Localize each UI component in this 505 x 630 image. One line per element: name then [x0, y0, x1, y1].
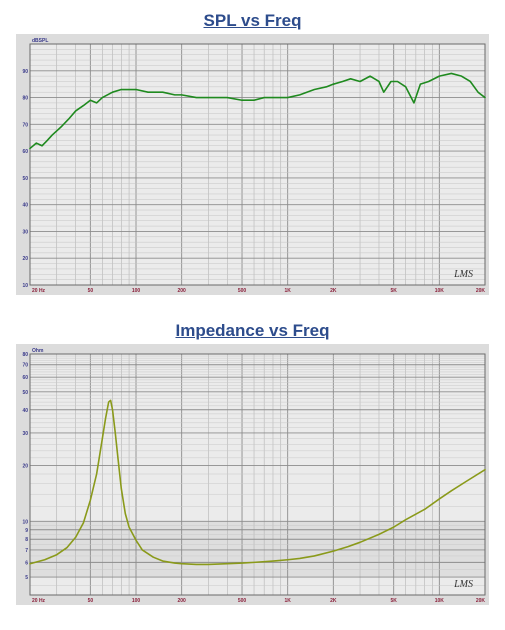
lms-watermark: LMS — [453, 269, 473, 280]
x-tick-label: 200 — [177, 598, 186, 604]
x-tick-label: 10K — [435, 288, 445, 294]
x-tick-label: 2K — [330, 288, 337, 294]
impedance-chart-panel: Impedance vs Freq 5 6 7 8 9 10 20 30 40 50 60 70 80 O… — [16, 321, 489, 605]
y-tick-label: 40 — [22, 408, 28, 414]
y-tick-label: 80 — [22, 352, 28, 358]
spl-chart-panel: SPL vs Freq 10 20 30 40 50 60 70 80 90 dBSPL 20 Hz… — [16, 11, 489, 295]
y-tick-label: 60 — [22, 149, 28, 155]
y-tick-label: 80 — [22, 96, 28, 102]
y-tick-label: 90 — [22, 69, 28, 75]
y-tick-label: 30 — [22, 229, 28, 235]
impedance-chart-title: Impedance vs Freq — [175, 321, 330, 340]
series-line — [29, 72, 486, 150]
x-tick-label: 1K — [284, 598, 291, 604]
x-tick-label: 100 — [132, 598, 141, 604]
y-tick-label: 70 — [22, 363, 28, 369]
y-tick-label: 30 — [22, 431, 28, 437]
y-tick-label: 50 — [22, 176, 28, 182]
y-tick-label: 6 — [25, 560, 28, 566]
y-tick-label: 20 — [22, 464, 28, 470]
y-tick-label: 7 — [25, 548, 28, 554]
x-tick-label: 20K — [476, 288, 486, 294]
x-tick-label: 5K — [390, 598, 397, 604]
y-tick-label: 60 — [22, 375, 28, 381]
x-tick-label: 2K — [330, 598, 337, 604]
x-tick-label: 50 — [88, 598, 94, 604]
y-axis-label: dBSPL — [32, 38, 48, 44]
x-tick-label: 20 Hz — [32, 598, 46, 604]
y-tick-label: 5 — [25, 575, 28, 581]
y-tick-label: 8 — [25, 537, 28, 543]
x-tick-label: 100 — [132, 288, 141, 294]
y-tick-label: 10 — [22, 283, 28, 289]
y-tick-label: 9 — [25, 528, 28, 534]
x-tick-label: 500 — [238, 288, 247, 294]
x-tick-label: 500 — [238, 598, 247, 604]
x-tick-label: 1K — [284, 288, 291, 294]
y-axis-label: Ohm — [32, 348, 44, 354]
x-tick-label: 20K — [476, 598, 486, 604]
series-line — [29, 399, 486, 566]
y-tick-label: 70 — [22, 122, 28, 128]
y-tick-label: 20 — [22, 256, 28, 262]
y-tick-label: 10 — [22, 519, 28, 525]
x-tick-label: 50 — [88, 288, 94, 294]
impedance-chart: 5 6 7 8 9 10 20 30 40 50 60 70 80 Ohm 20 Hz 50 100 200 500… — [16, 344, 489, 605]
spl-chart: 10 20 30 40 50 60 70 80 90 dBSPL 20 Hz 50 100 200 500 1… — [16, 34, 489, 295]
y-tick-label: 50 — [22, 390, 28, 396]
y-tick-label: 40 — [22, 203, 28, 209]
spl-chart-title: SPL vs Freq — [203, 11, 302, 30]
x-tick-label: 5K — [390, 288, 397, 294]
x-tick-label: 200 — [177, 288, 186, 294]
x-tick-label: 10K — [435, 598, 445, 604]
x-tick-label: 20 Hz — [32, 288, 46, 294]
lms-watermark: LMS — [453, 579, 473, 590]
